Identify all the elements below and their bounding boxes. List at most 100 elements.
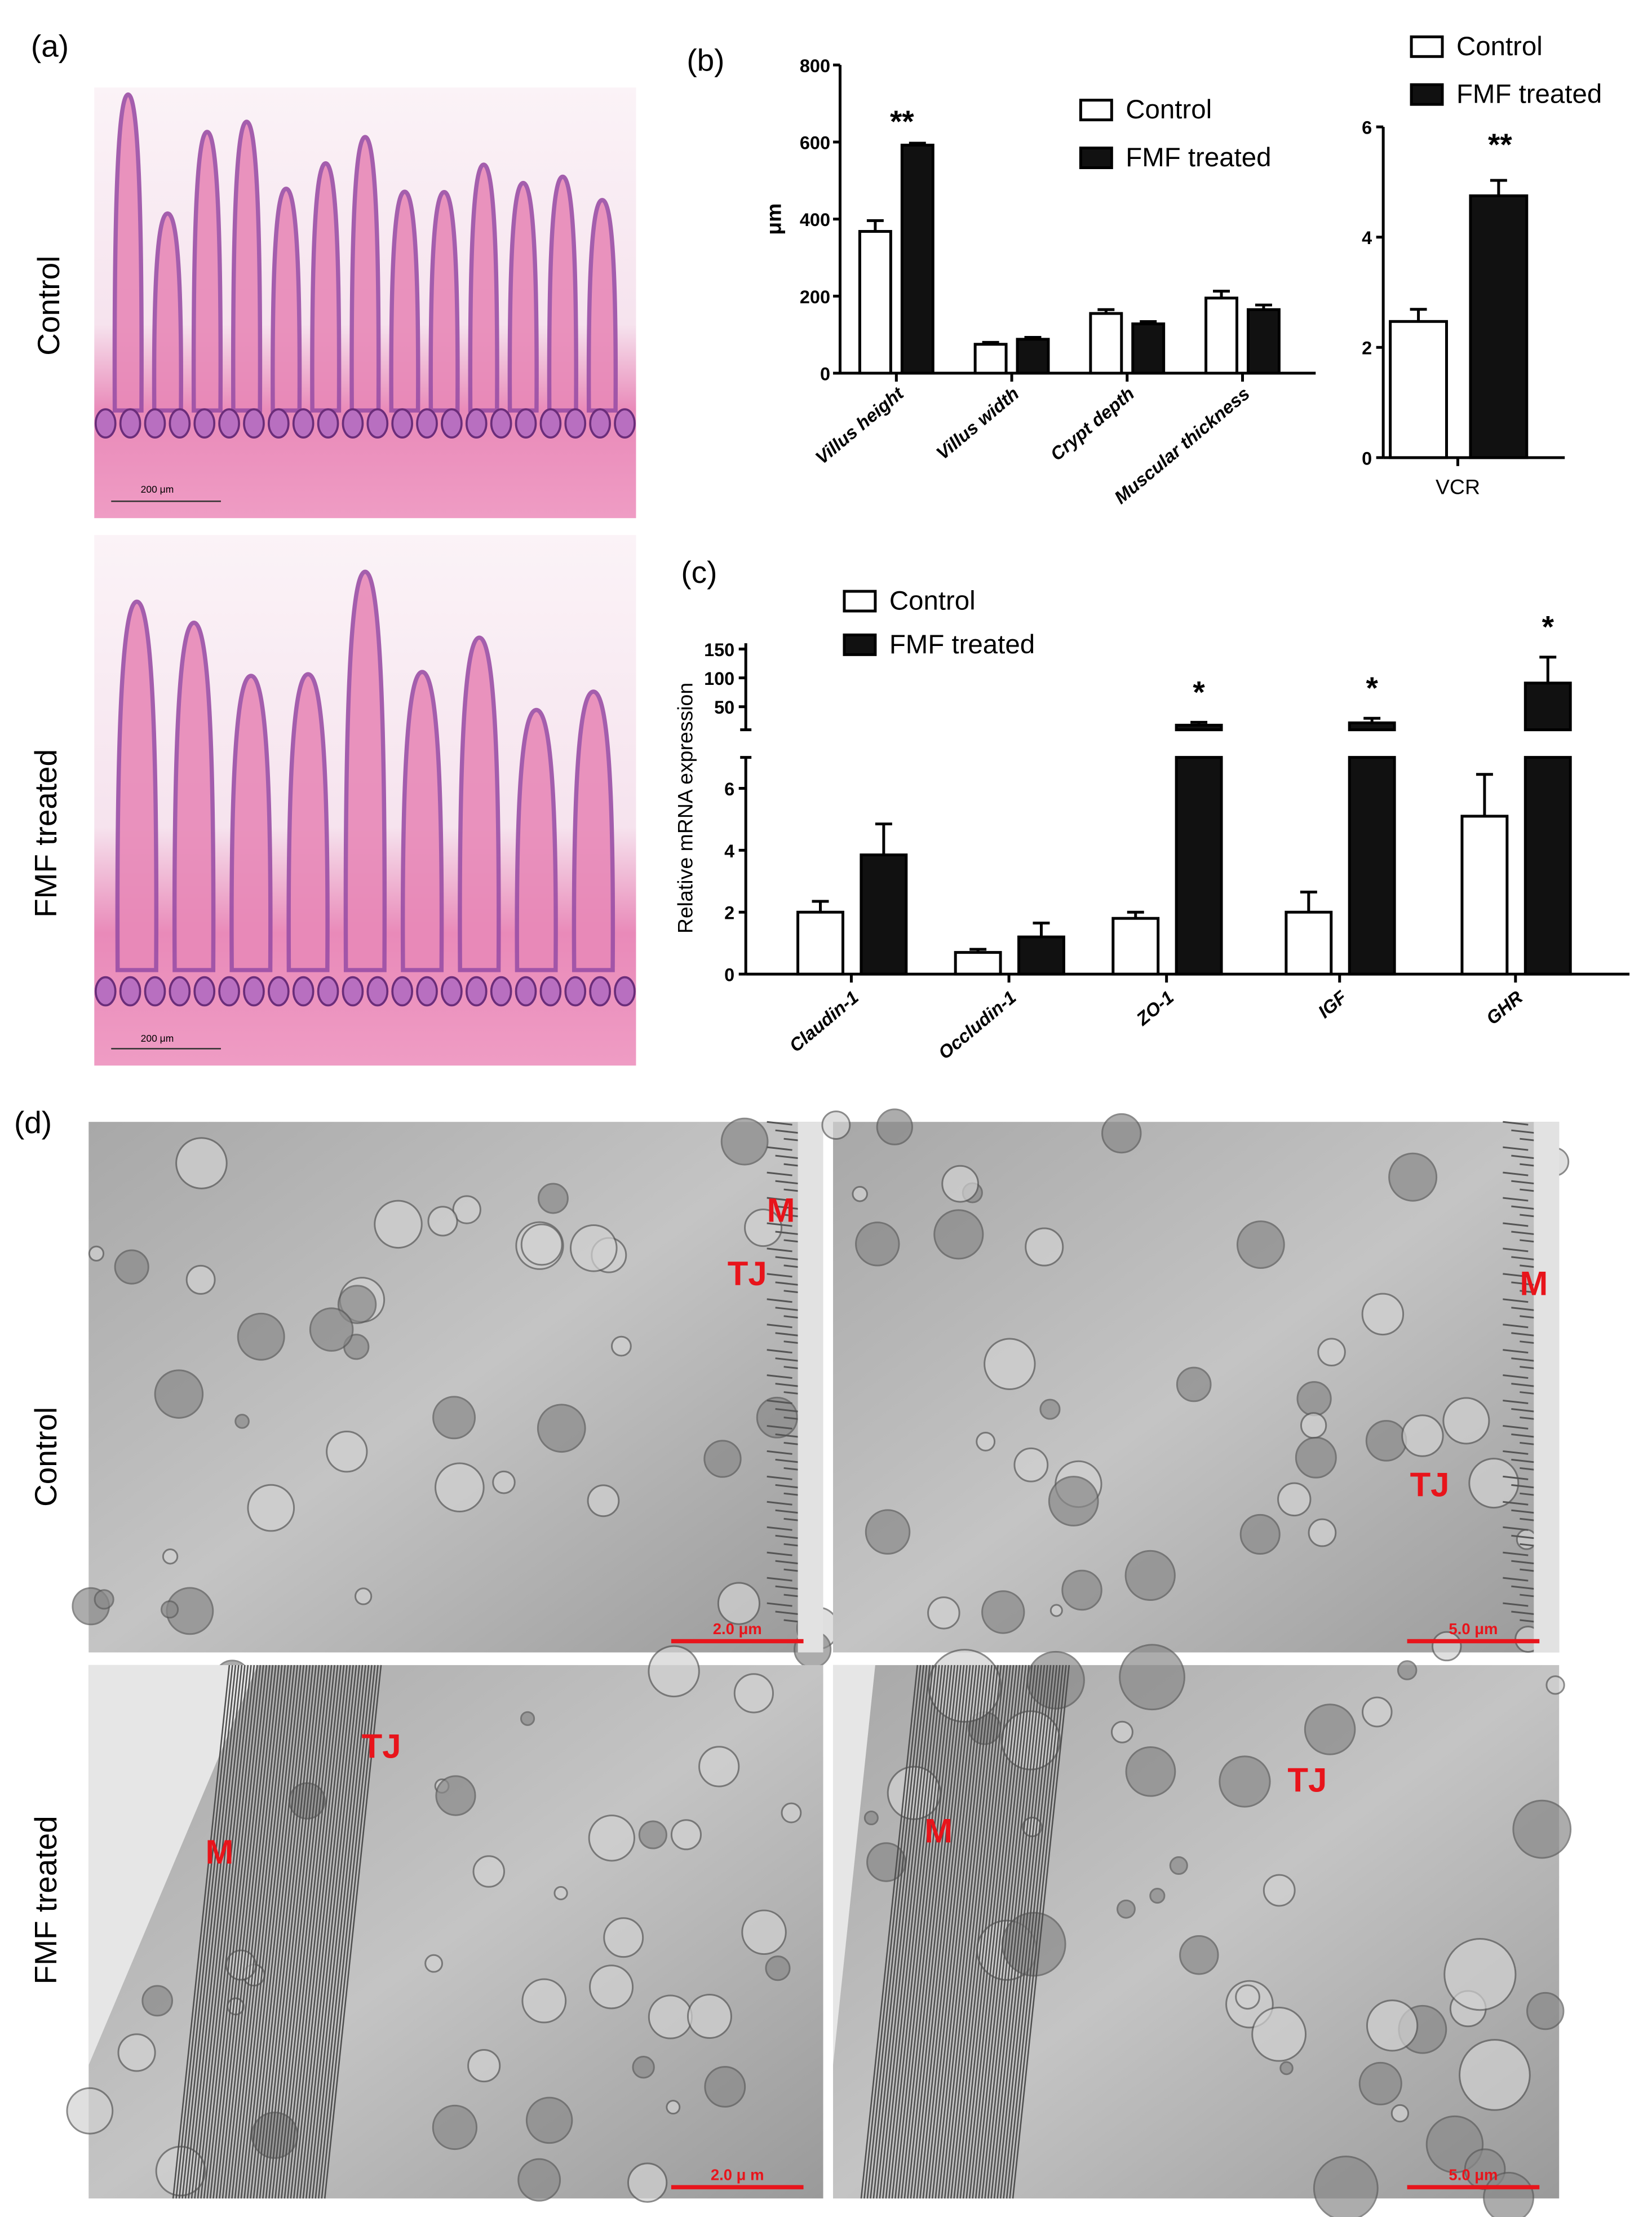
y-tick-label: 4 (1362, 228, 1372, 248)
microvillus (1511, 1357, 1537, 1362)
organelle (553, 1886, 568, 1901)
organelle (666, 2100, 681, 2115)
microvillus (984, 1665, 1042, 2199)
row-label-a-fmf: FMF treated (28, 749, 63, 918)
organelle (569, 1224, 618, 1272)
microvillus (775, 1610, 801, 1616)
morphology-bar-chart: 0 200 400 600 800 μm Villus height ** Villus wid… (762, 56, 1316, 508)
organelle (1119, 1644, 1185, 1711)
microvillus (1503, 1197, 1529, 1202)
organelle (160, 1600, 179, 1619)
organelle (1401, 1414, 1444, 1457)
microvillus (1503, 1324, 1529, 1329)
microvillus (324, 1665, 382, 2199)
crypt (292, 408, 315, 439)
microvillus (767, 1374, 792, 1379)
significance-marker: * (1193, 674, 1205, 709)
microvillus (256, 1665, 314, 2199)
microvillus (212, 1665, 271, 2199)
crypt (539, 408, 562, 439)
crypt (366, 408, 389, 439)
microvillus (234, 1665, 293, 2199)
microvillus (1503, 1475, 1529, 1480)
crypt (243, 976, 265, 1007)
x-tick-label: Villus width (932, 383, 1022, 464)
organelle (1279, 2061, 1294, 2076)
microvillus (184, 1665, 243, 2199)
organelle (435, 1462, 485, 1513)
tem-image-control-high (821, 1108, 1570, 1662)
organelle (733, 1673, 774, 1714)
villus (468, 162, 499, 413)
organelle (1251, 2006, 1307, 2062)
microvillus (941, 1665, 999, 2199)
legend-swatch-control (1079, 99, 1113, 122)
microvillus (879, 1665, 937, 2199)
organelle (237, 1312, 285, 1361)
histology-image-fmf (94, 535, 636, 1066)
microvillus (1511, 1408, 1537, 1413)
x-tick-label: Crypt depth (1047, 383, 1139, 465)
organelle (1101, 1113, 1142, 1154)
panel-label-c: (c) (681, 555, 717, 590)
bar-fmf (1246, 308, 1281, 375)
microvillus (907, 1665, 965, 2199)
crypt (441, 976, 463, 1007)
legend-label-fmf: FMF treated (889, 630, 1035, 660)
organelle (1365, 1420, 1407, 1462)
significance-marker: * (1542, 609, 1554, 644)
microvillus (968, 1665, 1027, 2199)
organelle (1300, 1412, 1327, 1439)
microvillus (262, 1665, 320, 2199)
organelle (589, 1964, 634, 2010)
microvillus (775, 1129, 801, 1134)
microvillus (1503, 1121, 1529, 1126)
villus (343, 569, 387, 972)
y-tick-label: 2 (724, 903, 734, 923)
microvillus (956, 1665, 1015, 2199)
microvillus (305, 1665, 364, 2199)
organelle (162, 1548, 179, 1565)
organelle (1236, 1220, 1285, 1269)
mrna-bar-chart: 0 2 4 6 50 100 150 Relative mRNA expression Clau… (673, 586, 1630, 1063)
crypt (119, 976, 141, 1007)
microvillus (222, 1665, 280, 2199)
villus (349, 135, 381, 413)
microvillus (996, 1665, 1055, 2199)
microvillus (1511, 1180, 1537, 1185)
microvillus (767, 1273, 792, 1278)
crypt (267, 408, 290, 439)
bar-fmf (1016, 338, 1050, 375)
microvillus (293, 1665, 351, 2199)
microvillus (1511, 1231, 1537, 1236)
microvillus (882, 1665, 940, 2199)
tem-image-control-low (72, 1117, 840, 1669)
crypt (193, 408, 216, 439)
microvillus (191, 1665, 249, 2199)
microvillus (978, 1665, 1036, 2199)
microvillus (1503, 1247, 1529, 1253)
microvillus (1503, 1222, 1529, 1227)
microvillus (981, 1665, 1039, 2199)
organelle (247, 1484, 295, 1532)
microvillus (290, 1665, 348, 2199)
organelle (765, 1955, 791, 1981)
organelle (1048, 1476, 1099, 1526)
y-tick-label: 100 (704, 669, 734, 689)
microvillus (767, 1400, 792, 1405)
microvillus (975, 1665, 1033, 2199)
microvillus (268, 1665, 326, 2199)
crypt (589, 976, 611, 1007)
microvillus (1511, 1332, 1537, 1337)
organelle (432, 1396, 476, 1440)
microvillus (775, 1281, 801, 1286)
microvillus (1503, 1602, 1529, 1607)
organelle (1545, 1675, 1565, 1695)
microvillus (1503, 1298, 1529, 1303)
lumen (1534, 1122, 1560, 1653)
microvillus (277, 1665, 335, 2199)
scale-bar-label: 2.0 μm (713, 1620, 762, 1638)
organelle (1313, 2156, 1379, 2217)
microvillus (767, 1424, 792, 1430)
